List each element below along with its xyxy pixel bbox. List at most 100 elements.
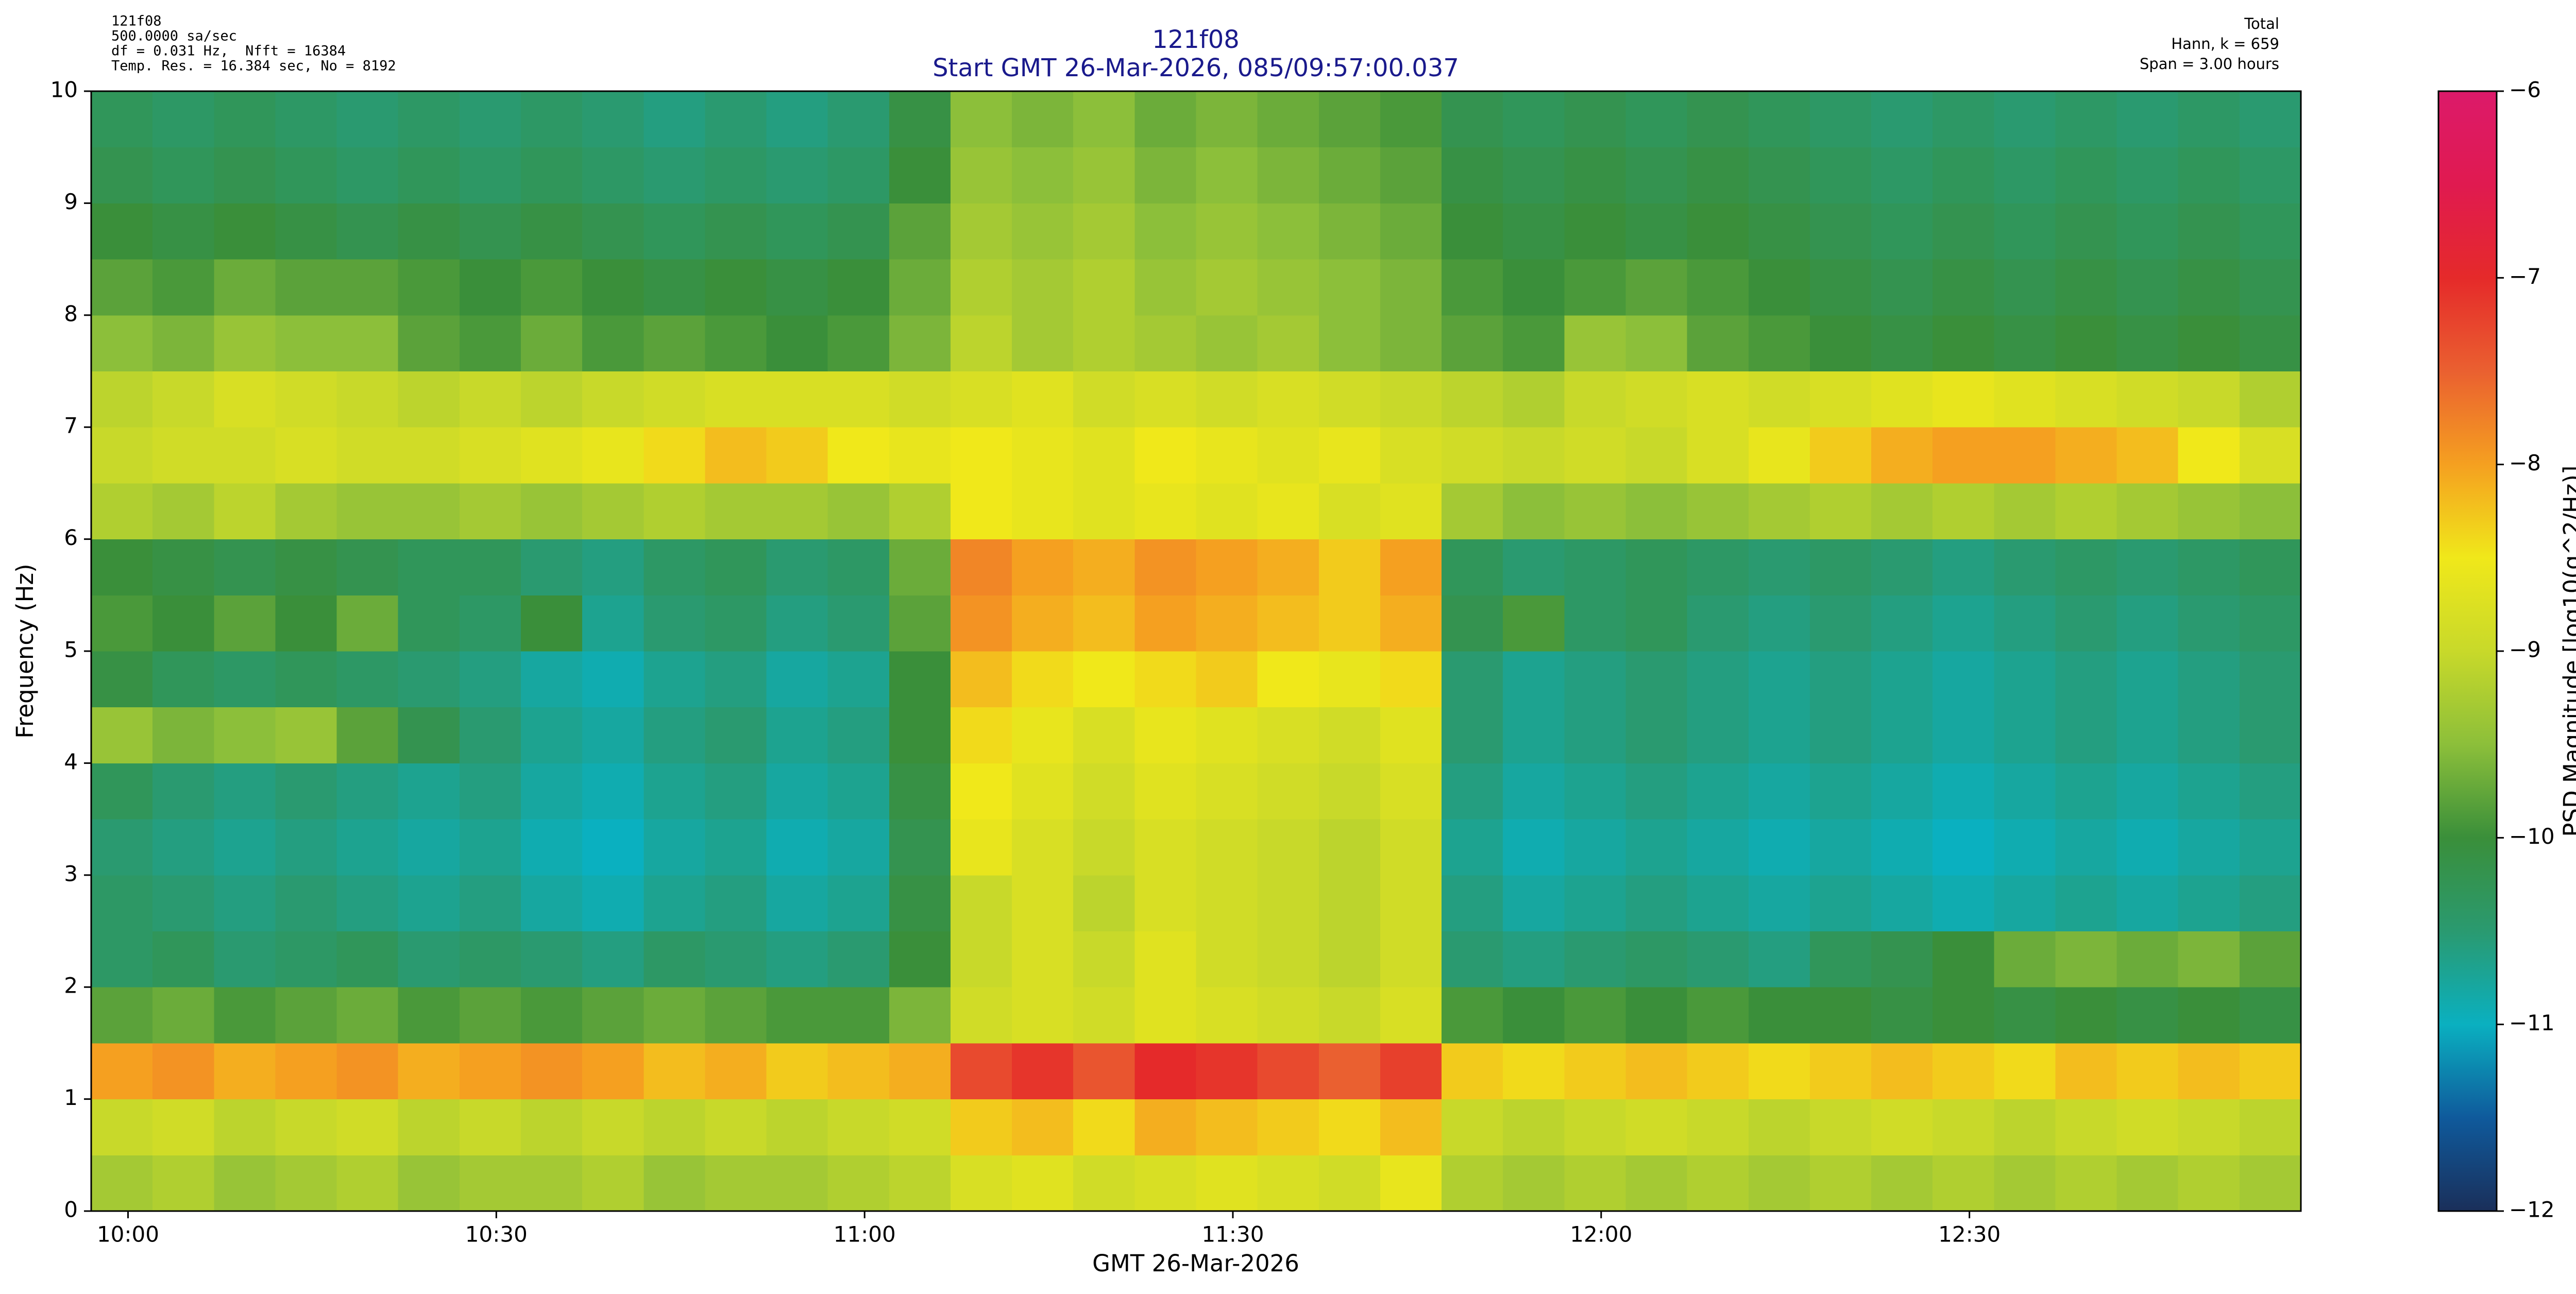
heatmap-cell — [2055, 1043, 2117, 1100]
heatmap-cell — [1564, 763, 1626, 820]
heatmap-cell — [1625, 259, 1688, 316]
heatmap-cell — [1257, 987, 1319, 1044]
heatmap-cell — [1196, 427, 1258, 484]
heatmap-cell — [1257, 483, 1319, 540]
heatmap-cell — [1442, 1043, 1503, 1100]
heatmap-cell — [1933, 987, 1994, 1044]
heatmap-cell — [2116, 259, 2179, 316]
heatmap-cell — [1073, 931, 1135, 987]
heatmap-cell — [91, 819, 153, 876]
heatmap-cell — [91, 987, 153, 1044]
heatmap-cell — [520, 371, 583, 428]
heatmap-cell — [1196, 987, 1258, 1044]
heatmap-cell — [459, 483, 521, 540]
heatmap-cell — [2116, 203, 2179, 260]
heatmap-cell — [1196, 1043, 1258, 1100]
heatmap-cell — [152, 315, 214, 371]
heatmap-cell — [1134, 987, 1196, 1044]
heatmap-cell — [2055, 147, 2117, 203]
heatmap-cell — [827, 147, 890, 203]
heatmap-cell — [1442, 875, 1503, 931]
heatmap-cell — [1196, 539, 1258, 595]
heatmap-cell — [152, 1155, 214, 1212]
heatmap-cell — [2116, 707, 2179, 763]
heatmap-cell — [1503, 427, 1565, 484]
heatmap-cell — [1809, 819, 1872, 876]
heatmap-cell — [582, 483, 644, 540]
heatmap-cell — [2055, 539, 2117, 595]
heatmap-cell — [766, 147, 828, 203]
heatmap-cell — [889, 427, 951, 484]
heatmap-cell — [91, 539, 153, 595]
heatmap-cell — [1257, 259, 1319, 316]
heatmap-cell — [705, 315, 767, 371]
heatmap-cell — [827, 707, 890, 763]
heatmap-cell — [827, 763, 890, 820]
heatmap-cell — [582, 259, 644, 316]
heatmap-cell — [1625, 819, 1688, 876]
heatmap-cell — [766, 763, 828, 820]
heatmap-cell — [1748, 371, 1810, 428]
heatmap-cell — [705, 1155, 767, 1212]
heatmap-cell — [336, 987, 399, 1044]
heatmap-cell — [889, 931, 951, 987]
heatmap-cell — [1994, 203, 2056, 260]
heatmap-cell — [214, 931, 276, 987]
heatmap-cell — [2116, 1099, 2179, 1155]
heatmap-cell — [1196, 483, 1258, 540]
heatmap-cell — [1380, 483, 1442, 540]
heatmap-cell — [889, 763, 951, 820]
heatmap-cell — [91, 1043, 153, 1100]
heatmap-cell — [2055, 931, 2117, 987]
heatmap-cell — [2116, 987, 2179, 1044]
heatmap-cell — [1012, 651, 1074, 708]
heatmap-cell — [1687, 1099, 1749, 1155]
heatmap-cell — [643, 203, 705, 260]
heatmap-cell — [889, 651, 951, 708]
heatmap-cell — [643, 1155, 705, 1212]
heatmap-cell — [214, 875, 276, 931]
heatmap-cell — [1196, 763, 1258, 820]
heatmap-cell — [1503, 539, 1565, 595]
heatmap-cell — [950, 595, 1012, 652]
y-tick-label: 4 — [64, 749, 78, 774]
heatmap-cell — [398, 987, 460, 1044]
heatmap-cell — [1933, 931, 1994, 987]
heatmap-cell — [1871, 91, 1933, 148]
heatmap-cell — [1748, 931, 1810, 987]
y-tick-label: 7 — [64, 413, 78, 438]
heatmap-cell — [214, 1099, 276, 1155]
heatmap-cell — [1503, 931, 1565, 987]
heatmap-cell — [766, 539, 828, 595]
heatmap-cell — [1318, 91, 1381, 148]
heatmap-cell — [1134, 875, 1196, 931]
heatmap-cell — [2239, 427, 2301, 484]
heatmap-cell — [1625, 1099, 1688, 1155]
info-line: Hann, k = 659 — [2171, 35, 2279, 53]
heatmap-cell — [2239, 875, 2301, 931]
heatmap-cell — [1564, 707, 1626, 763]
heatmap-cell — [459, 651, 521, 708]
heatmap-cell — [582, 707, 644, 763]
heatmap-cell — [1257, 1155, 1319, 1212]
heatmap-cell — [1257, 203, 1319, 260]
heatmap-cell — [275, 483, 337, 540]
heatmap-cell — [1380, 259, 1442, 316]
heatmap-cell — [1196, 1099, 1258, 1155]
heatmap-cell — [2178, 931, 2240, 987]
y-tick-label: 6 — [64, 525, 78, 550]
heatmap-cell — [1871, 371, 1933, 428]
heatmap-cell — [1257, 91, 1319, 148]
heatmap-cell — [1318, 427, 1381, 484]
heatmap-cell — [1564, 315, 1626, 371]
heatmap-cell — [1933, 1043, 1994, 1100]
heatmap-cell — [1073, 707, 1135, 763]
heatmap-cell — [91, 483, 153, 540]
heatmap-cell — [1748, 1043, 1810, 1100]
heatmap-cell — [1933, 1099, 1994, 1155]
heatmap-cell — [1442, 651, 1503, 708]
heatmap-cell — [1503, 1043, 1565, 1100]
x-tick-label: 12:00 — [1570, 1222, 1632, 1247]
heatmap-cell — [1564, 875, 1626, 931]
heatmap-cell — [214, 539, 276, 595]
